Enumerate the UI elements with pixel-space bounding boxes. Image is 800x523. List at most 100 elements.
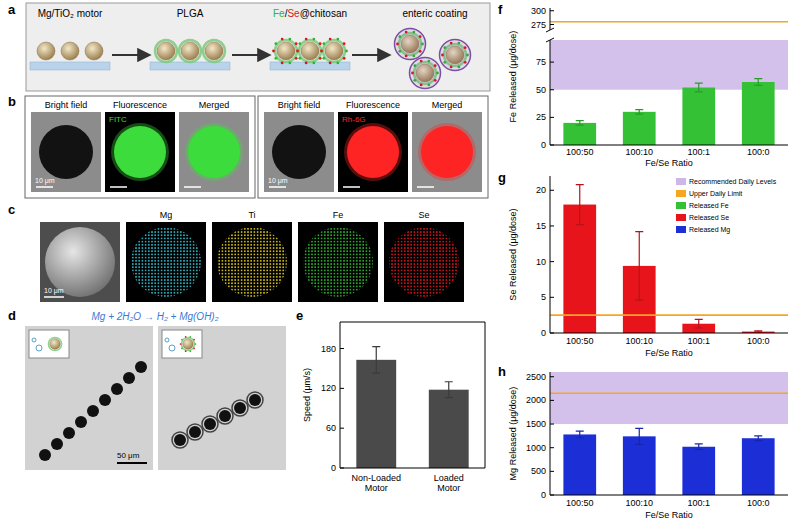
y-tick bbox=[550, 471, 554, 472]
legend-label: Released Se bbox=[689, 214, 729, 221]
x-tick-label-line: Motor bbox=[365, 483, 388, 493]
group-box bbox=[25, 96, 255, 198]
x-tick-label: 100:0 bbox=[747, 336, 770, 346]
nanoparticle bbox=[185, 336, 187, 338]
y-tick-label: 275 bbox=[531, 20, 546, 30]
arrow bbox=[352, 54, 388, 56]
inset-motor bbox=[180, 336, 197, 352]
column-title: Merged bbox=[432, 100, 463, 110]
y-tick-label: 0 bbox=[541, 140, 546, 150]
motor bbox=[85, 42, 103, 60]
x-tick-label: Non-LoadedMotor bbox=[351, 473, 401, 493]
x-tick-label: 100:50 bbox=[566, 336, 594, 346]
axis-break bbox=[546, 28, 554, 32]
motor-image bbox=[51, 438, 63, 450]
motor-image bbox=[189, 426, 201, 438]
motor-image bbox=[135, 361, 147, 373]
motor bbox=[181, 42, 199, 60]
y-tick-label: 20 bbox=[536, 185, 546, 195]
nanoparticle bbox=[298, 57, 301, 60]
nanoparticle bbox=[343, 57, 346, 60]
bubble bbox=[36, 345, 42, 351]
legend-swatch bbox=[676, 190, 686, 197]
step-title-part: Mg/TiO₂ motor bbox=[38, 8, 103, 19]
y-tick bbox=[340, 388, 344, 389]
nanoparticle bbox=[181, 348, 183, 350]
upper-limit-line bbox=[550, 392, 788, 394]
nanoparticle bbox=[288, 61, 291, 64]
motor-shell bbox=[187, 424, 203, 440]
dye-label: Rh-6G bbox=[342, 115, 366, 124]
nanoparticle bbox=[312, 38, 315, 41]
panel-label: f bbox=[498, 2, 503, 17]
x-tick-label-line: Loaded bbox=[434, 473, 464, 483]
step-title: Fe/Se@chitosan bbox=[273, 8, 347, 19]
enteric-coating bbox=[395, 29, 426, 60]
y-tick bbox=[550, 333, 554, 334]
y-axis-upper bbox=[550, 8, 551, 30]
y-tick bbox=[550, 447, 554, 448]
x-axis bbox=[550, 333, 788, 334]
panel-label: c bbox=[8, 202, 15, 217]
plot-marks bbox=[550, 372, 788, 495]
video-frame bbox=[158, 326, 286, 470]
x-axis bbox=[340, 468, 485, 469]
bar bbox=[356, 360, 396, 468]
motor-shell bbox=[172, 432, 188, 448]
motor bbox=[301, 42, 319, 60]
x-tick-label: LoadedMotor bbox=[434, 473, 464, 493]
motor-image bbox=[188, 126, 240, 178]
error-bar bbox=[372, 347, 380, 374]
nanoparticle bbox=[189, 336, 191, 338]
nanoparticle bbox=[298, 42, 301, 45]
motor-shell bbox=[247, 392, 263, 408]
x-tick-label-line: Motor bbox=[437, 483, 460, 493]
inset bbox=[29, 330, 69, 358]
scale-bar bbox=[36, 186, 53, 188]
motor-image bbox=[347, 126, 399, 178]
arrow bbox=[112, 54, 148, 56]
panel-label: h bbox=[498, 364, 506, 379]
error-bar bbox=[695, 83, 703, 92]
scale-bar bbox=[44, 296, 64, 298]
y-tick-label: 5 bbox=[541, 292, 546, 302]
motor bbox=[61, 42, 79, 60]
glow bbox=[418, 123, 476, 181]
y-axis-title: Mg Released (μg/dose) bbox=[508, 387, 518, 481]
nanoparticle bbox=[189, 350, 191, 352]
eds-signal bbox=[217, 227, 287, 297]
panel-label: d bbox=[8, 308, 16, 323]
scale-bar bbox=[269, 186, 286, 188]
step-title-part: Se bbox=[287, 8, 300, 19]
nanoparticle bbox=[322, 57, 325, 60]
plga-shell bbox=[48, 337, 61, 350]
step-title-part: PLGA bbox=[177, 8, 204, 19]
motor-shell bbox=[202, 416, 218, 432]
x-tick-label: 100:50 bbox=[566, 498, 594, 508]
schematic-box bbox=[26, 3, 490, 91]
x-axis-title: Fe/Se Ratio bbox=[645, 510, 693, 520]
y-tick bbox=[340, 468, 344, 469]
eds-map bbox=[212, 222, 292, 302]
element-label: Fe bbox=[333, 210, 344, 220]
bar bbox=[563, 434, 596, 495]
y-tick-label: 25 bbox=[536, 112, 546, 122]
y-axis-title: Se Released (μg/dose) bbox=[508, 208, 518, 300]
plot-marks-upper bbox=[550, 21, 788, 22]
step-title: Mg/TiO₂ motor bbox=[38, 8, 103, 19]
y-tick bbox=[550, 145, 554, 146]
y-tick-label: 0 bbox=[331, 463, 336, 473]
y-tick-label: 50 bbox=[536, 85, 546, 95]
motor bbox=[205, 42, 223, 60]
x-tick-label: 100:1 bbox=[687, 147, 710, 157]
plga-shell bbox=[179, 40, 201, 62]
error-bar bbox=[576, 121, 584, 125]
motor-image bbox=[114, 126, 166, 178]
nanoparticle bbox=[272, 50, 275, 53]
nanoparticle bbox=[343, 42, 346, 45]
inset bbox=[162, 330, 202, 358]
legend-swatch bbox=[676, 226, 686, 233]
x-axis bbox=[550, 495, 788, 496]
scale-bar bbox=[110, 186, 127, 188]
element-label: Mg bbox=[160, 210, 173, 220]
